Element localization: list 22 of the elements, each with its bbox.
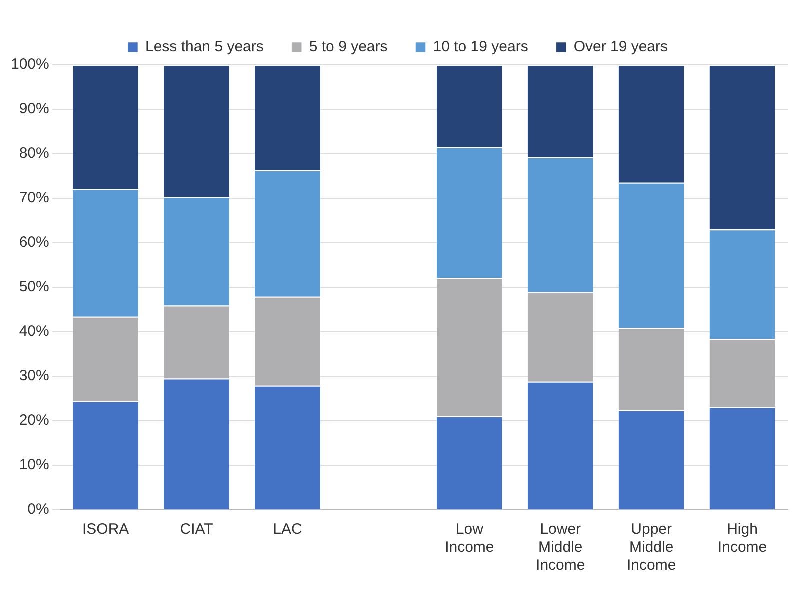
x-tick-label: Low Income bbox=[445, 521, 494, 556]
y-tick-label: 40% bbox=[19, 323, 50, 340]
x-tick-label: High Income bbox=[718, 521, 768, 556]
x-tick-label: LAC bbox=[273, 521, 303, 538]
y-tick-label: 10% bbox=[19, 456, 50, 474]
x-tick-label: ISORA bbox=[82, 521, 130, 538]
y-tick-label: 0% bbox=[28, 501, 50, 518]
legend-label: 5 to 9 years bbox=[309, 38, 388, 56]
y-tick-label: 50% bbox=[19, 278, 50, 296]
y-tick-label: 20% bbox=[19, 412, 50, 430]
y-tick-label: 70% bbox=[19, 190, 50, 207]
x-tick-label: CIAT bbox=[180, 521, 214, 538]
y-tick-label: 90% bbox=[19, 100, 50, 118]
y-tick-label: 100% bbox=[10, 56, 50, 74]
y-tick-label: 80% bbox=[19, 145, 50, 162]
legend-label: 10 to 19 years bbox=[433, 38, 528, 56]
legend-label: Less than 5 years bbox=[145, 38, 264, 56]
x-tick-label: Lower Middle Income bbox=[536, 521, 586, 574]
x-tick-label: Upper Middle Income bbox=[626, 521, 676, 574]
y-tick-label: 60% bbox=[19, 234, 50, 252]
legend-label: Over 19 years bbox=[574, 38, 668, 56]
y-tick-label: 30% bbox=[19, 368, 50, 385]
